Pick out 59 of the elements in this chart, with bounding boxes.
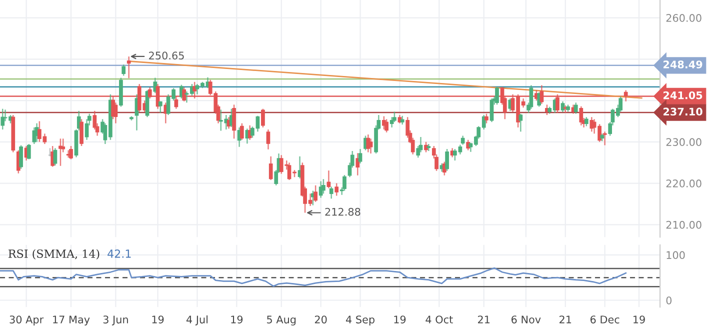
candlestick (579, 106, 584, 126)
candlestick (322, 178, 326, 194)
y-tick-label: 0 (666, 296, 672, 304)
candlestick (326, 170, 331, 189)
candlestick (126, 56, 131, 79)
candlestick (266, 128, 270, 150)
candlestick (80, 118, 84, 147)
y-tick-label: 260.00 (666, 14, 702, 22)
x-tick-label: 5 Aug (267, 316, 296, 326)
candlestick (445, 148, 449, 172)
candlestick (122, 64, 126, 76)
chart-title: RSI (SMMA, 14) (8, 249, 100, 260)
x-tick-label: 17 May (53, 316, 90, 326)
candlestick (153, 77, 158, 94)
y-tick-label: 100 (666, 251, 685, 260)
candlestick (27, 143, 31, 160)
candlestick (261, 108, 265, 128)
candlestick (329, 186, 334, 200)
candlestick (19, 144, 23, 170)
x-tick-label: 19 (394, 316, 406, 324)
y-tick-label: 230.00 (666, 138, 702, 146)
candlestick (384, 118, 388, 134)
candlestick (484, 113, 488, 124)
candlestick (358, 148, 362, 164)
candlestick (69, 145, 73, 160)
line-series (0, 267, 627, 287)
annotation: 250.65 (149, 52, 184, 60)
x-tick-label: 21 (560, 316, 572, 324)
annotation: 212.88 (325, 208, 360, 216)
ref-line-label: 241.05 (664, 91, 702, 100)
candlestick (460, 135, 465, 146)
candlestick (366, 134, 370, 153)
candlestick (356, 152, 360, 176)
x-tick-label: 19 (634, 316, 645, 324)
x-tick-label: 3 Jun (103, 316, 128, 326)
x-tick-label: 6 Dec (590, 316, 620, 324)
x-tick-label: 21 (478, 316, 490, 324)
x-tick-label: 19 (231, 316, 243, 324)
candlestick (368, 138, 373, 154)
candlestick (518, 113, 523, 132)
candlestick (529, 84, 534, 110)
x-tick-label: 30 Apr (10, 316, 44, 326)
candlestick (342, 174, 346, 192)
y-tick-label: 210.00 (666, 220, 702, 229)
x-tick-label: 4 Oct (426, 316, 453, 324)
ref-line-label: 248.49 (664, 60, 702, 68)
ref-line-label: 237.10 (664, 108, 702, 116)
x-tick-label: 6 Nov (512, 316, 541, 324)
x-tick-label: 4 Jul (186, 315, 208, 326)
candlestick (0, 108, 5, 130)
candlestick (240, 122, 244, 140)
candlestick (268, 156, 273, 181)
x-tick-label: 4 Sep (346, 316, 374, 326)
x-tick-label: 19 (152, 316, 164, 324)
candlestick (53, 147, 58, 166)
candlestick (334, 182, 339, 196)
y-tick-label: 220.00 (666, 180, 702, 188)
x-tick-label: 20 (314, 316, 327, 324)
annotation: 42.1 (108, 249, 131, 258)
